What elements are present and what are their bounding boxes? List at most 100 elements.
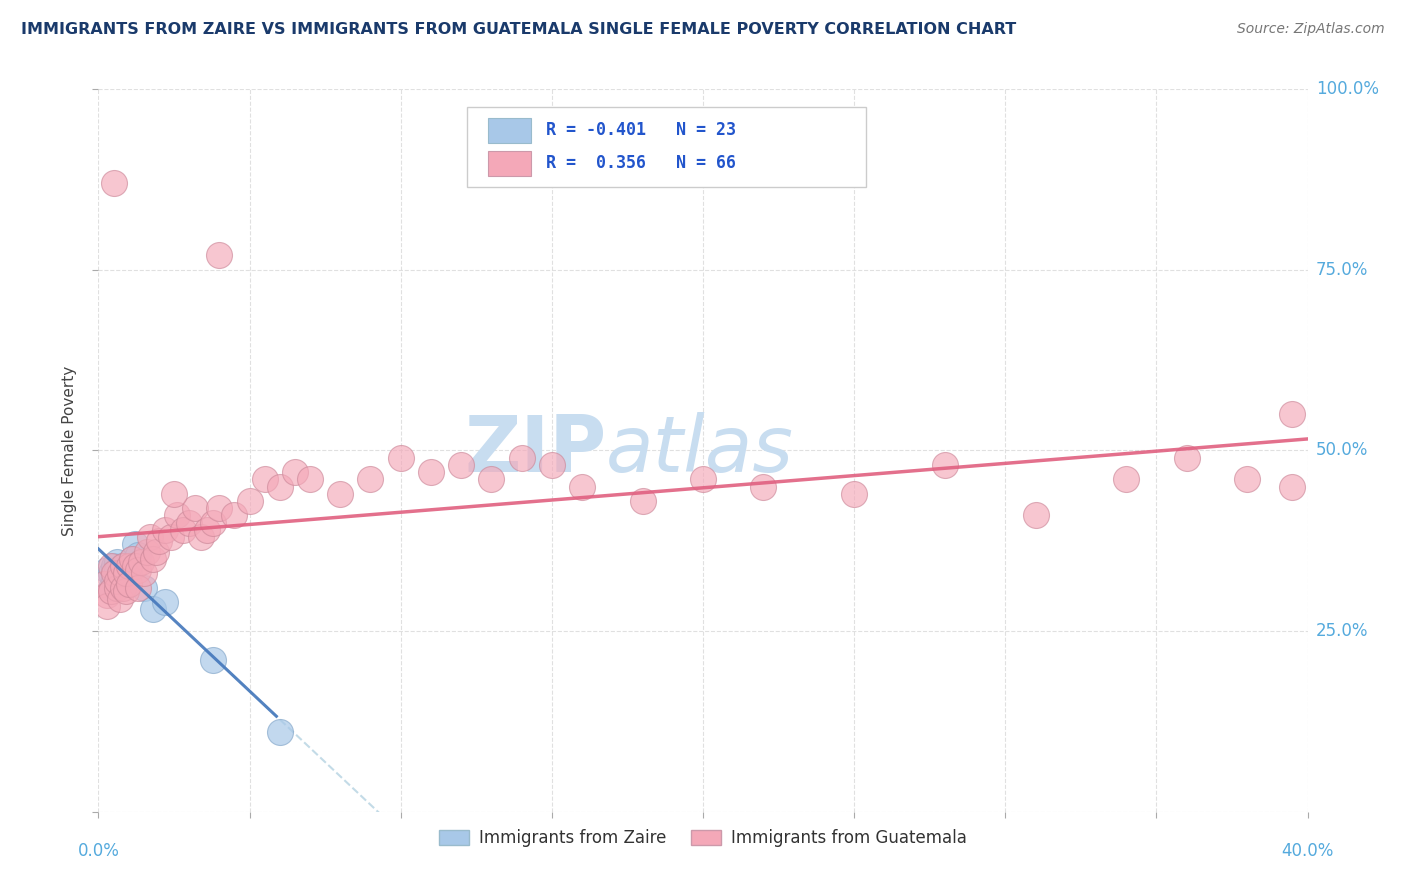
Point [184,501,207,516]
Point [132,581,155,595]
Point [481,472,503,486]
Point [100,584,122,599]
Point [450,458,472,472]
Point [329,487,352,501]
Point [208,248,231,262]
Point [105,556,128,570]
Point [179,516,201,530]
Point [1115,472,1137,486]
Point [253,472,276,486]
Point [163,487,186,501]
Point [540,458,562,472]
Point [103,559,125,574]
Point [114,566,136,581]
Point [934,458,956,472]
Point [208,501,231,516]
Point [105,574,128,588]
Point [103,566,125,581]
Point [108,570,131,584]
Point [118,559,141,574]
Text: R = -0.401   N = 23: R = -0.401 N = 23 [546,121,735,139]
Point [692,472,714,486]
Point [103,574,125,588]
Point [118,559,141,574]
Point [105,581,128,595]
Point [96,599,118,613]
Point [160,530,183,544]
Text: 100.0%: 100.0% [1316,80,1379,98]
Point [844,487,866,501]
Point [148,533,170,548]
Point [127,563,149,577]
Point [100,566,122,581]
Point [1281,480,1303,494]
Point [269,480,291,494]
Point [124,537,146,551]
Point [752,480,775,494]
Point [114,563,136,577]
Point [299,472,322,486]
Text: 50.0%: 50.0% [1316,442,1368,459]
Point [420,465,443,479]
Point [172,523,194,537]
Point [153,523,176,537]
Point [114,577,136,591]
Point [1175,450,1198,465]
FancyBboxPatch shape [467,107,866,186]
Point [127,548,149,562]
Text: 40.0%: 40.0% [1281,842,1334,860]
Point [631,494,654,508]
Point [166,508,188,523]
Point [1236,472,1258,486]
Text: 75.0%: 75.0% [1316,260,1368,279]
Point [1024,508,1046,523]
Point [96,588,118,602]
Point [108,566,131,581]
Point [145,544,167,558]
Point [105,563,128,577]
Point [190,530,212,544]
Y-axis label: Single Female Poverty: Single Female Poverty [62,366,77,535]
Point [121,551,143,566]
Point [389,450,412,465]
Point [360,472,382,486]
Point [96,563,118,577]
Point [127,581,149,595]
Point [571,480,593,494]
Point [111,574,134,588]
Point [114,584,136,599]
Point [111,581,134,595]
Point [224,508,246,523]
Point [202,516,225,530]
Point [1281,407,1303,421]
Point [100,559,122,574]
Point [108,566,131,581]
Point [111,559,134,574]
Text: 0.0%: 0.0% [77,842,120,860]
Legend: Immigrants from Zaire, Immigrants from Guatemala: Immigrants from Zaire, Immigrants from G… [432,822,974,854]
Point [108,591,131,606]
Point [142,551,165,566]
Point [284,465,307,479]
Text: Source: ZipAtlas.com: Source: ZipAtlas.com [1237,22,1385,37]
Point [153,595,176,609]
Text: atlas: atlas [606,412,794,489]
Point [510,450,533,465]
Text: ZIP: ZIP [464,412,606,489]
Point [139,530,162,544]
Point [103,176,125,190]
Point [118,566,141,581]
Point [129,556,152,570]
Point [202,653,225,667]
Point [118,577,141,591]
Point [132,566,155,581]
Text: R =  0.356   N = 66: R = 0.356 N = 66 [546,154,735,172]
Point [239,494,262,508]
Point [269,725,291,739]
Point [93,577,115,591]
Point [195,523,218,537]
Bar [488,118,531,144]
Text: IMMIGRANTS FROM ZAIRE VS IMMIGRANTS FROM GUATEMALA SINGLE FEMALE POVERTY CORRELA: IMMIGRANTS FROM ZAIRE VS IMMIGRANTS FROM… [21,22,1017,37]
Text: 25.0%: 25.0% [1316,622,1368,640]
Point [111,559,134,574]
